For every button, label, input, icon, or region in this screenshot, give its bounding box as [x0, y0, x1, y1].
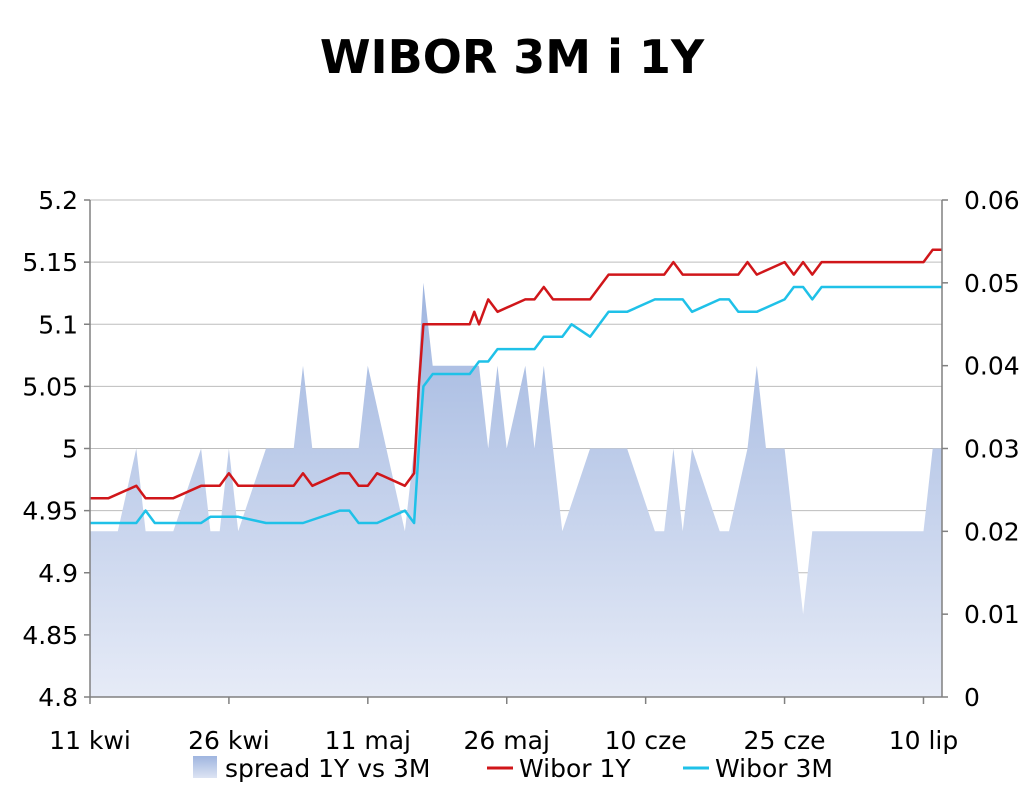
x-tick-label: 25 cze — [744, 726, 826, 755]
left-tick-label: 5.05 — [22, 372, 78, 401]
x-tick-label: 10 lip — [889, 726, 959, 755]
legend: spread 1Y vs 3M Wibor 1Y Wibor 3M — [193, 754, 833, 783]
legend-label: spread 1Y vs 3M — [225, 754, 431, 783]
left-tick-label: 4.95 — [22, 497, 78, 526]
right-tick-label: 0.05 — [964, 269, 1020, 298]
series-line-wibor-1y — [90, 248, 942, 500]
lines-layer — [90, 248, 942, 525]
right-tick-label: 0.06 — [964, 186, 1020, 215]
left-tick-label: 4.9 — [38, 559, 78, 588]
legend-label: Wibor 1Y — [519, 754, 631, 783]
x-tick-label: 11 maj — [325, 726, 411, 755]
right-tick-label: 0.01 — [964, 600, 1020, 629]
x-tick-label: 10 cze — [605, 726, 687, 755]
left-tick-label: 5.15 — [22, 248, 78, 277]
x-tick-label: 26 maj — [464, 726, 550, 755]
left-tick-label: 4.8 — [38, 683, 78, 712]
left-tick-label: 5.1 — [38, 310, 78, 339]
chart-title: WIBOR 3M i 1Y — [319, 30, 705, 84]
right-tick-label: 0 — [964, 683, 980, 712]
x-tick-label: 11 kwi — [49, 726, 131, 755]
series-line-wibor-3m — [90, 285, 942, 525]
x-tick-label: 26 kwi — [188, 726, 270, 755]
right-tick-label: 0.03 — [964, 435, 1020, 464]
legend-label: Wibor 3M — [715, 754, 833, 783]
axes: 4.8 4.85 4.9 4.95 5 5.05 5.1 5.15 5.2 0 0.01 0.02 0.… — [22, 186, 1019, 755]
left-tick-label: 5.2 — [38, 186, 78, 215]
spread-area-layer — [90, 282, 942, 697]
series-area-spread — [90, 282, 942, 697]
left-tick-label: 5 — [62, 435, 78, 464]
legend-swatch-spread — [193, 756, 217, 778]
right-tick-label: 0.02 — [964, 517, 1020, 546]
left-tick-label: 4.85 — [22, 621, 78, 650]
right-tick-label: 0.04 — [964, 352, 1020, 381]
